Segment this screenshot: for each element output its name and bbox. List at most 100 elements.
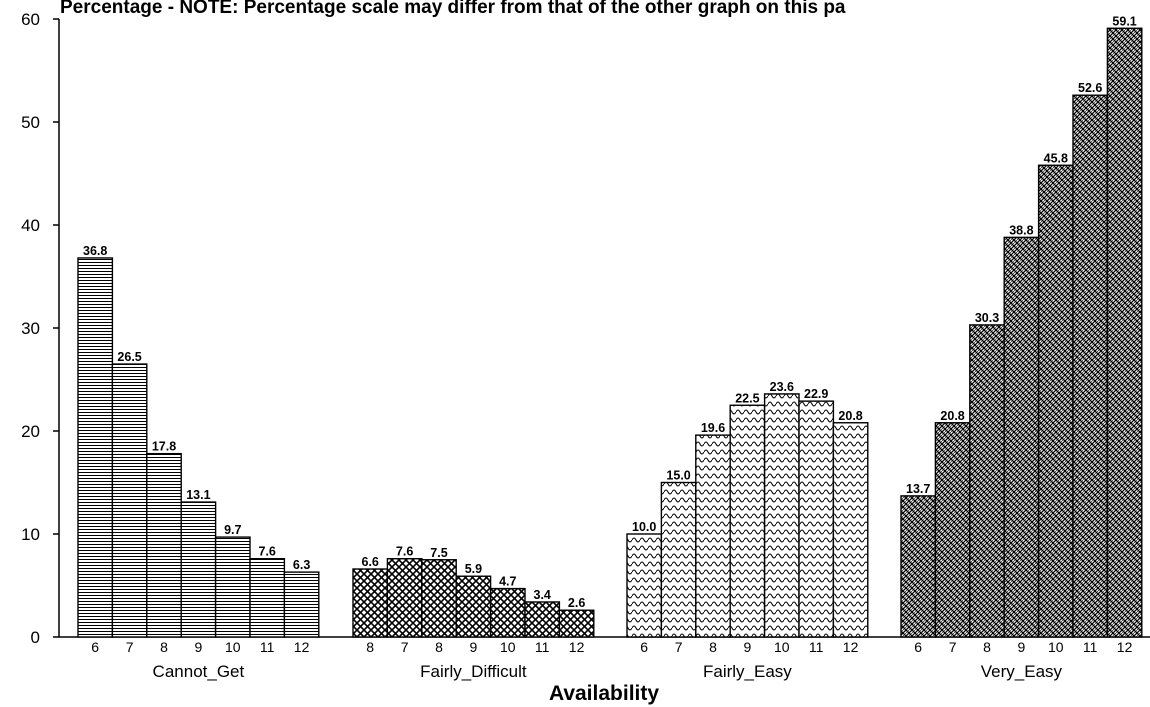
x-tick-label: 6 <box>914 639 922 655</box>
bar-group-fairly-easy: 10.0 6 15.0 7 19.6 8 22.5 9 23.6 10 22.9 11 20.8 12 Fa… <box>626 380 869 681</box>
y-tick-label: 10 <box>21 525 40 544</box>
y-tick-label: 0 <box>31 628 40 647</box>
group-label: Very_Easy <box>981 662 1063 681</box>
x-tick-label: 8 <box>366 639 374 655</box>
bar-group-fairly-difficult: 6.6 8 7.6 7 7.5 8 5.9 9 4.7 10 3.4 11 2.6 12 Fairly_Di… <box>352 545 595 681</box>
bar-value-label: 22.5 <box>735 391 759 405</box>
group-label: Fairly_Easy <box>703 662 792 681</box>
bar-value-label: 7.6 <box>259 545 276 559</box>
y-tick-label: 40 <box>21 216 40 235</box>
y-axis: 0 10 20 30 40 50 60 <box>21 10 59 647</box>
bars-layer: 36.8 6 26.5 7 17.8 8 13.1 9 9.7 10 7.6 11 6.3 12 Canno… <box>77 14 1143 681</box>
bar <box>626 533 663 638</box>
x-tick-label: 8 <box>709 639 717 655</box>
bar <box>77 257 114 638</box>
bar <box>146 452 182 638</box>
x-tick-label: 11 <box>809 639 824 655</box>
bar <box>489 587 526 638</box>
bar <box>969 324 1005 638</box>
bar-value-label: 4.7 <box>499 575 516 589</box>
x-tick-label: 10 <box>500 639 516 655</box>
bar-value-label: 17.8 <box>152 440 176 454</box>
bar-value-label: 38.8 <box>1009 223 1033 237</box>
x-tick-label: 7 <box>126 639 134 655</box>
x-tick-label: 11 <box>535 639 550 655</box>
x-tick-label: 10 <box>774 639 790 655</box>
bar <box>283 571 320 638</box>
bar <box>729 404 766 638</box>
bar-value-label: 10.0 <box>632 520 656 534</box>
bar <box>558 609 595 638</box>
x-tick-label: 7 <box>949 639 957 655</box>
bar <box>1106 27 1143 638</box>
bar <box>214 536 251 638</box>
bar-value-label: 7.6 <box>396 545 413 559</box>
x-tick-label: 10 <box>225 639 241 655</box>
bar <box>763 393 800 638</box>
bar <box>249 558 286 638</box>
x-tick-label: 12 <box>1117 639 1133 655</box>
x-tick-label: 9 <box>1018 639 1026 655</box>
bar-value-label: 3.4 <box>534 588 551 602</box>
x-axis-title: Availability <box>549 682 659 705</box>
x-tick-label: 6 <box>91 639 99 655</box>
bar <box>524 601 561 638</box>
bar-value-label: 59.1 <box>1112 14 1136 28</box>
y-tick-label: 30 <box>21 319 40 338</box>
bar-value-label: 9.7 <box>224 523 241 537</box>
y-tick-label: 60 <box>21 10 40 29</box>
bar <box>386 558 423 638</box>
x-tick-label: 11 <box>260 639 275 655</box>
group-label: Cannot_Get <box>153 662 245 681</box>
bar-value-label: 2.6 <box>568 596 585 610</box>
bar <box>111 363 148 638</box>
x-tick-label: 7 <box>401 639 409 655</box>
bar-value-label: 7.5 <box>430 546 447 560</box>
x-tick-label: 7 <box>675 639 683 655</box>
y-tick-label: 50 <box>21 113 40 132</box>
x-tick-label: 8 <box>983 639 991 655</box>
bar-value-label: 36.8 <box>83 244 107 258</box>
bar-value-label: 30.3 <box>975 311 999 325</box>
chart-title: Percentage - NOTE: Percentage scale may … <box>60 0 846 18</box>
group-label: Fairly_Difficult <box>420 662 527 681</box>
x-tick-label: 12 <box>294 639 310 655</box>
bar-value-label: 15.0 <box>666 469 690 483</box>
bar <box>455 575 492 638</box>
bar-value-label: 22.9 <box>804 387 828 401</box>
bar <box>1037 164 1074 638</box>
bar <box>798 400 835 638</box>
x-tick-label: 10 <box>1048 639 1064 655</box>
bar <box>832 422 869 638</box>
x-tick-label: 12 <box>843 639 859 655</box>
bar <box>352 568 389 638</box>
bar-value-label: 20.8 <box>838 409 862 423</box>
x-tick-label: 11 <box>1083 639 1098 655</box>
bar-value-label: 23.6 <box>770 380 794 394</box>
x-tick-label: 9 <box>470 639 478 655</box>
bar-group-cannot-get: 36.8 6 26.5 7 17.8 8 13.1 9 9.7 10 7.6 11 6.3 12 Canno… <box>77 244 320 681</box>
x-tick-label: 9 <box>195 639 203 655</box>
bar-value-label: 5.9 <box>465 562 482 576</box>
bar <box>421 559 457 638</box>
x-tick-label: 8 <box>160 639 168 655</box>
bar-value-label: 19.6 <box>701 421 725 435</box>
bar <box>1072 94 1109 638</box>
bar-value-label: 13.1 <box>186 488 210 502</box>
x-tick-label: 6 <box>640 639 648 655</box>
bar <box>900 495 937 638</box>
x-tick-label: 9 <box>744 639 752 655</box>
bar <box>934 422 971 638</box>
bar-value-label: 52.6 <box>1078 81 1102 95</box>
bar-group-very-easy: 13.7 6 20.8 7 30.3 8 38.8 9 45.8 10 52.6 11 59.1 12 Ve… <box>900 14 1143 681</box>
bar <box>695 434 731 638</box>
bar-value-label: 26.5 <box>117 350 141 364</box>
x-tick-label: 12 <box>569 639 585 655</box>
bar <box>660 481 697 638</box>
bar-value-label: 20.8 <box>940 409 964 423</box>
bar-value-label: 13.7 <box>906 482 930 496</box>
bar <box>180 501 217 638</box>
bar-value-label: 45.8 <box>1044 151 1068 165</box>
y-tick-label: 20 <box>21 422 40 441</box>
